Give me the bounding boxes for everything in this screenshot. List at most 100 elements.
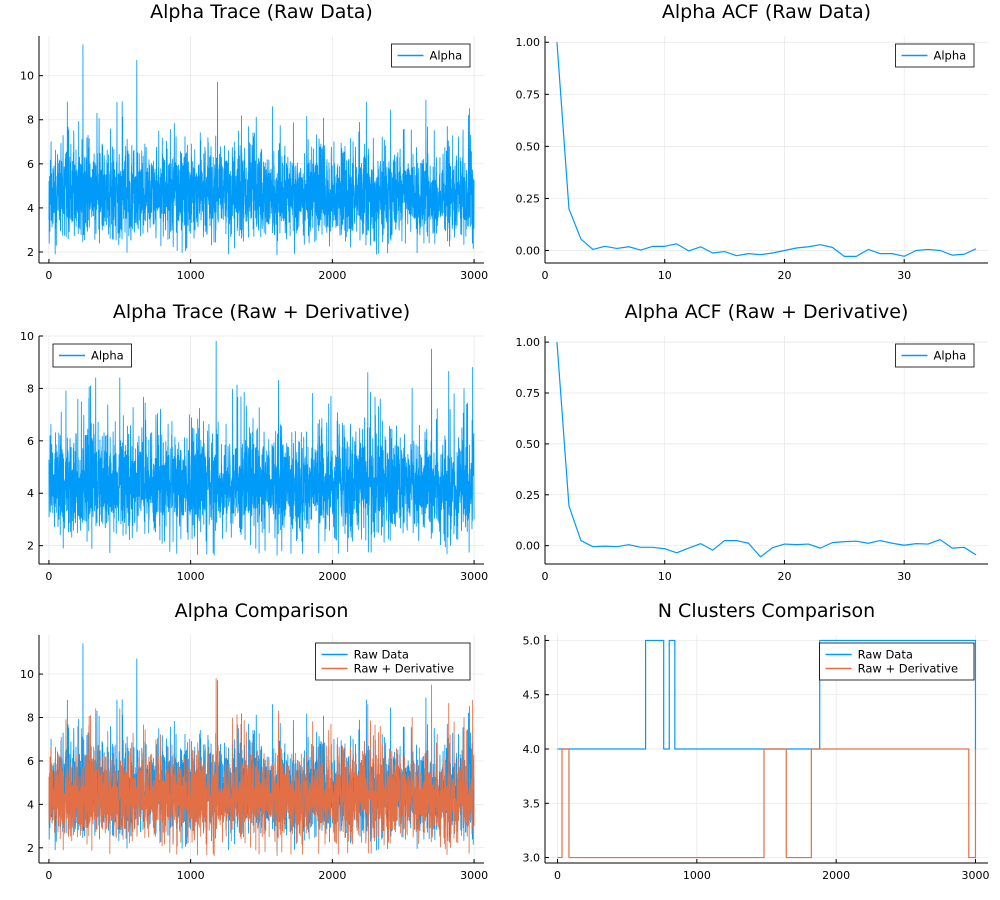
x-tick-label: 1000 [177,869,205,882]
y-tick-label: 4 [27,202,34,215]
legend-label: Raw Data [354,648,409,662]
x-tick-label: 0 [542,570,549,583]
legend-label: Alpha [934,49,967,63]
y-tick-label: 0.25 [516,192,541,205]
y-tick-label: 1.00 [516,336,541,349]
plot-area [48,340,475,556]
x-tick-label: 20 [777,269,791,282]
legend-box [895,43,975,68]
y-tick-label: 0.75 [516,387,541,400]
y-tick-label: 5.0 [523,634,541,647]
x-tick-label: 0 [554,869,561,882]
legend: Alpha [391,43,471,68]
subplot-5: Alpha Comparison 0 1000 2000 3000 2 4 6 8 10 Raw D… [20,600,488,882]
x-tick-label: 2000 [318,269,346,282]
y-tick-label: 8 [27,382,34,395]
chart-title: Alpha Trace (Raw + Derivative) [113,301,410,323]
chart-title: Alpha Trace (Raw Data) [150,1,373,23]
y-tick-label: 2 [27,246,34,259]
series-line-1 [48,44,475,256]
y-tick-label: 4.0 [523,743,541,756]
y-tick-label: 0.00 [516,540,541,553]
y-tick-label: 2 [27,540,34,553]
y-tick-label: 4 [27,487,34,500]
y-tick-label: 4 [27,798,34,811]
y-tick-label: 0.00 [516,245,541,258]
legend: Alpha [52,343,132,368]
subplot-1: Alpha Trace (Raw Data) 0 1000 2000 3000 2 4 6 8 1… [20,1,488,282]
plot-area [48,643,475,857]
legend-label: Alpha [430,49,463,63]
x-tick-label: 2000 [822,869,850,882]
series-line-2 [48,678,475,857]
x-tick-label: 10 [658,570,672,583]
legend-box [52,343,132,368]
y-tick-label: 10 [20,330,34,343]
plot-area [556,342,977,558]
y-tick-label: 3.5 [523,797,541,810]
x-tick-label: 30 [897,269,911,282]
x-tick-label: 1000 [177,570,205,583]
y-tick-label: 10 [20,70,34,83]
plot-area [48,44,475,256]
y-tick-label: 8 [27,712,34,725]
x-tick-label: 0 [45,869,52,882]
x-tick-label: 1000 [683,869,711,882]
legend-box [819,642,975,681]
chart-title: Alpha Comparison [175,600,349,622]
subplot-4: Alpha ACF (Raw + Derivative) 0 10 20 30 0.00 0… [516,301,988,583]
x-tick-label: 0 [45,269,52,282]
legend-label: Raw + Derivative [354,662,454,676]
legend-box [895,343,975,368]
y-tick-label: 0.50 [516,438,541,451]
subplot-3: Alpha Trace (Raw + Derivative) 0 1000 2000 3… [20,301,488,583]
x-tick-label: 3000 [460,269,488,282]
x-tick-label: 3000 [460,570,488,583]
y-tick-label: 6 [27,755,34,768]
x-tick-label: 20 [777,570,791,583]
legend: Alpha [895,343,975,368]
y-tick-label: 0.25 [516,489,541,502]
legend-label: Raw + Derivative [858,662,958,676]
y-tick-label: 1.00 [516,36,541,49]
series-line-1 [556,342,977,558]
y-tick-label: 2 [27,842,34,855]
subplot-6: N Clusters Comparison 0 1000 2000 3000 3.0 3.5… [523,600,990,882]
series-line-1 [557,639,977,750]
y-tick-label: 10 [20,668,34,681]
y-tick-label: 0.50 [516,140,541,153]
y-tick-label: 3.0 [523,852,541,865]
series-line-1 [48,340,475,556]
x-tick-label: 0 [45,570,52,583]
legend-label: Alpha [91,349,124,363]
chart-title: N Clusters Comparison [658,600,875,622]
series-line-2 [557,748,977,859]
legend: Alpha [895,43,975,68]
plot-area [556,42,977,257]
plot-area [557,639,977,859]
x-tick-label: 30 [897,570,911,583]
x-tick-label: 10 [658,269,672,282]
series-line-1 [556,42,977,257]
x-tick-label: 2000 [318,869,346,882]
subplot-2: Alpha ACF (Raw Data) 0 10 20 30 0.00 0.25 0.50 0… [516,1,988,282]
chart-title: Alpha ACF (Raw + Derivative) [625,301,909,323]
chart-title: Alpha ACF (Raw Data) [662,1,871,23]
x-tick-label: 3000 [460,869,488,882]
x-tick-label: 0 [542,269,549,282]
y-tick-label: 0.75 [516,88,541,101]
y-tick-label: 6 [27,158,34,171]
legend-label: Alpha [934,349,967,363]
y-tick-label: 6 [27,435,34,448]
legend-label: Raw Data [858,648,913,662]
y-tick-label: 8 [27,114,34,127]
y-tick-label: 4.5 [523,689,541,702]
x-tick-label: 1000 [177,269,205,282]
x-tick-label: 2000 [318,570,346,583]
legend-box [391,43,471,68]
legend-box [315,642,471,681]
x-tick-label: 3000 [961,869,989,882]
